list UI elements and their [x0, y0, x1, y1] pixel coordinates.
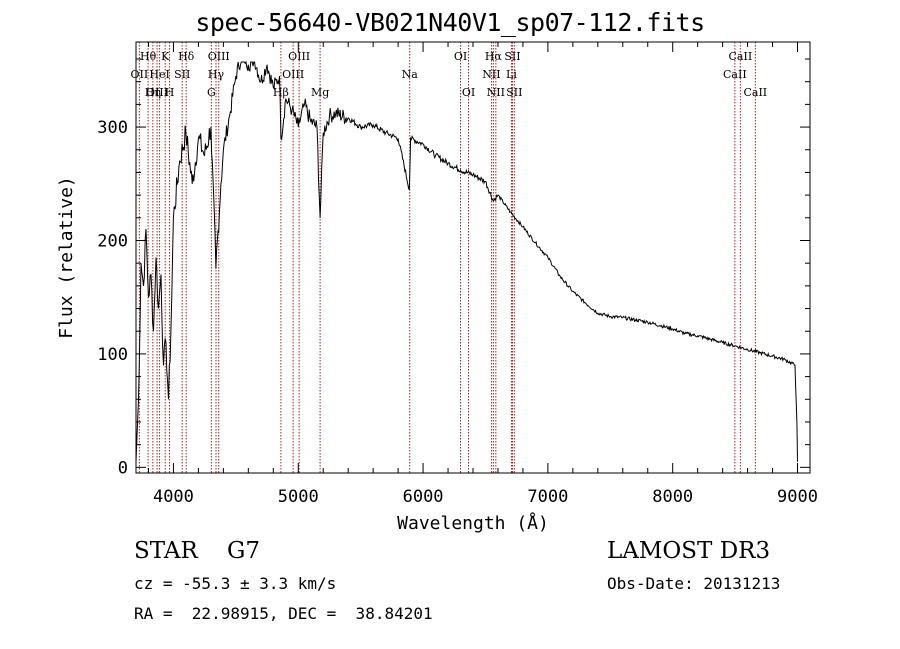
x-tick-label-2: 6000 — [403, 487, 444, 507]
line-label-18: OI — [462, 86, 475, 99]
obs-date-label: Obs-Date: 20131213 — [607, 574, 781, 593]
x-tick-label-1: 5000 — [278, 487, 319, 507]
line-label-8: Hδ — [178, 50, 195, 63]
redshift-label: cz = -55.3 ± 3.3 km/s — [134, 574, 337, 593]
line-label-4: Hη — [145, 86, 161, 99]
y-axis-label: Flux (relative) — [56, 176, 77, 339]
line-label-6: H — [165, 86, 175, 99]
y-tick-label-0: 0 — [118, 458, 128, 478]
line-label-15: Mg — [311, 86, 329, 99]
line-label-5: K — [161, 50, 170, 63]
spectral-line-labels: Hθ OII OIII HeI Hη K H SII Hδ G OIII Hγ Hβ OIII OIII Mg… — [131, 50, 768, 99]
x-tick-label-5: 9000 — [777, 487, 818, 507]
star-class-label: STAR G7 — [134, 538, 261, 564]
line-label-21: NII — [487, 86, 505, 99]
spectrum-series-line — [135, 60, 798, 462]
line-label-11: Hγ — [208, 68, 225, 81]
line-label-3: HeI — [149, 68, 169, 81]
line-label-20: NII — [482, 68, 500, 81]
line-label-7: SII — [174, 68, 190, 81]
radec-label: RA = 22.98915, DEC = 38.84201 — [134, 604, 433, 623]
line-label-9: G — [207, 86, 216, 99]
line-label-23: Li — [506, 68, 517, 81]
line-label-10: OIII — [208, 50, 230, 63]
line-label-13: OIII — [282, 68, 304, 81]
chart-title: spec-56640-VB021N40V1_sp07-112.fits — [195, 8, 705, 37]
y-axis-ticks: 0 100 200 300 — [97, 58, 810, 478]
line-label-19: Hα — [485, 50, 503, 63]
y-tick-label-3: 300 — [97, 118, 128, 138]
line-label-27: CaII — [743, 86, 767, 99]
x-tick-label-0: 4000 — [153, 487, 194, 507]
line-label-14: OIII — [288, 50, 310, 63]
x-tick-label-4: 8000 — [652, 487, 693, 507]
line-label-17: OI — [454, 50, 467, 63]
line-label-24: SII — [506, 86, 522, 99]
line-label-22: SII — [504, 50, 520, 63]
y-tick-label-1: 100 — [97, 345, 128, 365]
line-label-25: CaII — [729, 50, 753, 63]
line-label-12: Hβ — [273, 86, 289, 99]
x-axis-ticks: 4000 5000 6000 7000 8000 9000 — [147, 42, 818, 507]
line-label-26: CaII — [723, 68, 747, 81]
x-axis-label: Wavelength (Å) — [397, 512, 549, 534]
line-label-2: OIII — [146, 86, 168, 99]
line-label-1: OII — [131, 68, 149, 81]
y-tick-label-2: 200 — [97, 231, 128, 251]
plot-frame — [135, 41, 811, 474]
x-tick-label-3: 7000 — [527, 487, 568, 507]
survey-label: LAMOST DR3 — [607, 538, 771, 564]
line-label-16: Na — [402, 68, 419, 81]
line-label-0: Hθ — [140, 50, 157, 63]
